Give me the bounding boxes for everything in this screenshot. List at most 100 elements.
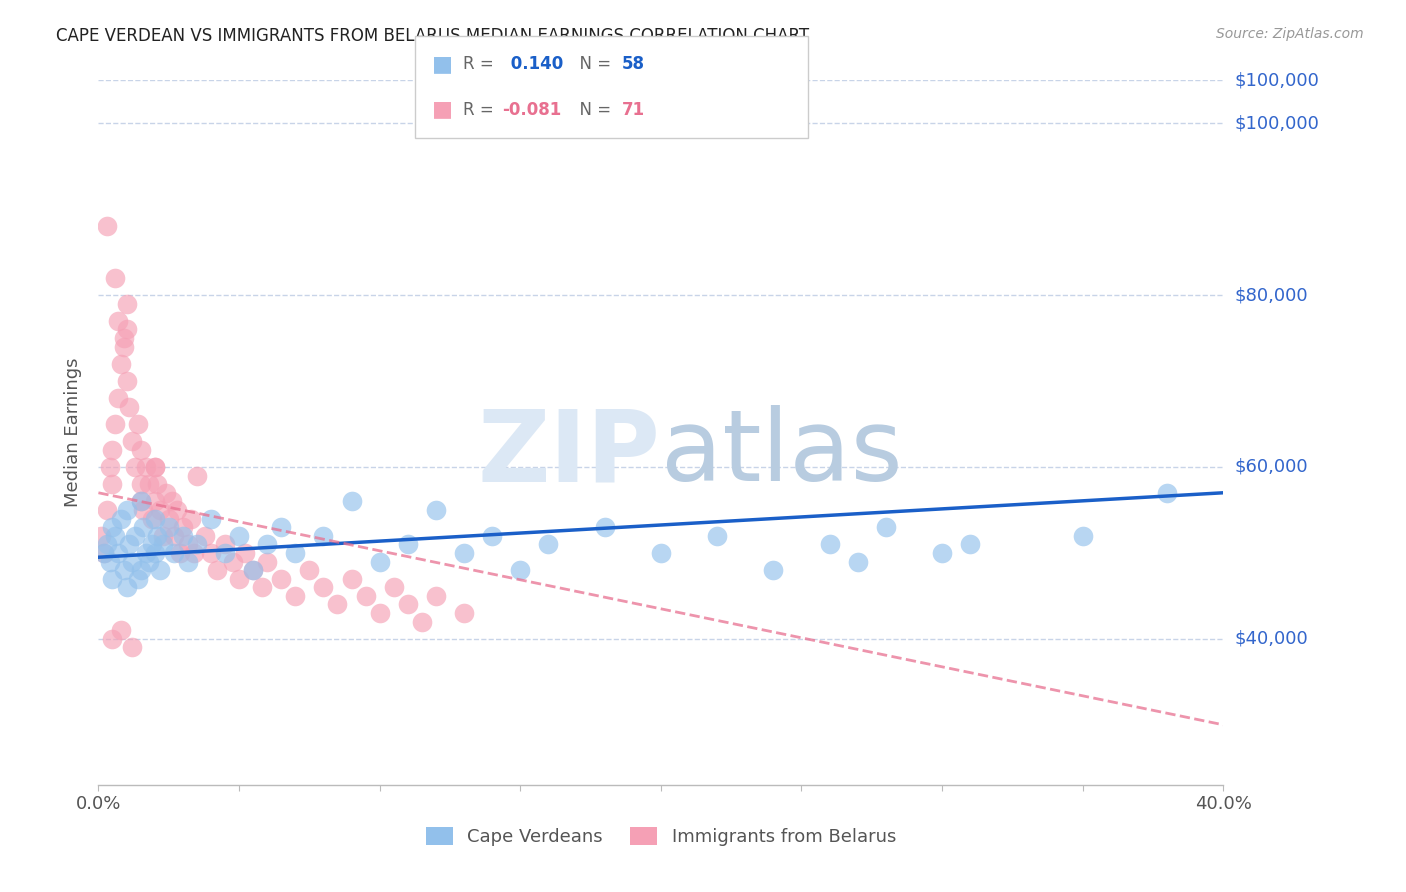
Y-axis label: Median Earnings: Median Earnings xyxy=(63,358,82,508)
Point xyxy=(132,520,155,534)
Point xyxy=(101,572,124,586)
Point xyxy=(396,598,419,612)
Point xyxy=(135,546,157,560)
Point xyxy=(200,511,222,525)
Point xyxy=(931,546,953,560)
Point xyxy=(368,606,391,620)
Point xyxy=(354,589,377,603)
Point xyxy=(256,537,278,551)
Point xyxy=(650,546,672,560)
Point xyxy=(326,598,349,612)
Point xyxy=(112,563,135,577)
Point xyxy=(115,503,138,517)
Text: atlas: atlas xyxy=(661,405,903,502)
Point xyxy=(160,494,183,508)
Point xyxy=(96,537,118,551)
Text: CAPE VERDEAN VS IMMIGRANTS FROM BELARUS MEDIAN EARNINGS CORRELATION CHART: CAPE VERDEAN VS IMMIGRANTS FROM BELARUS … xyxy=(56,27,810,45)
Point xyxy=(104,271,127,285)
Point xyxy=(143,460,166,475)
Point xyxy=(132,503,155,517)
Point xyxy=(284,546,307,560)
Point xyxy=(312,580,335,594)
Point xyxy=(149,563,172,577)
Point xyxy=(222,555,245,569)
Point xyxy=(129,442,152,457)
Point xyxy=(118,537,141,551)
Point xyxy=(101,442,124,457)
Text: 0.140: 0.140 xyxy=(505,55,562,73)
Point xyxy=(200,546,222,560)
Point xyxy=(157,511,180,525)
Point xyxy=(127,417,149,431)
Point xyxy=(340,494,363,508)
Point xyxy=(270,572,292,586)
Point xyxy=(214,546,236,560)
Point xyxy=(762,563,785,577)
Text: ZIP: ZIP xyxy=(478,405,661,502)
Point xyxy=(152,529,174,543)
Point xyxy=(157,520,180,534)
Point xyxy=(172,520,194,534)
Point xyxy=(101,520,124,534)
Point xyxy=(509,563,531,577)
Point xyxy=(1156,485,1178,500)
Point xyxy=(411,615,433,629)
Point xyxy=(875,520,897,534)
Text: $80,000: $80,000 xyxy=(1234,286,1308,304)
Point xyxy=(163,546,186,560)
Point xyxy=(481,529,503,543)
Text: R =: R = xyxy=(463,55,499,73)
Point xyxy=(242,563,264,577)
Point xyxy=(115,322,138,336)
Point xyxy=(118,400,141,414)
Point xyxy=(121,555,143,569)
Point xyxy=(138,555,160,569)
Point xyxy=(98,555,121,569)
Point xyxy=(129,494,152,508)
Point xyxy=(146,529,169,543)
Point xyxy=(250,580,273,594)
Point xyxy=(104,529,127,543)
Point xyxy=(141,511,163,525)
Point xyxy=(107,546,129,560)
Point xyxy=(163,529,186,543)
Point xyxy=(110,357,132,371)
Point xyxy=(194,529,217,543)
Point xyxy=(453,546,475,560)
Point xyxy=(256,555,278,569)
Point xyxy=(818,537,841,551)
Point xyxy=(284,589,307,603)
Text: $60,000: $60,000 xyxy=(1234,458,1308,476)
Point xyxy=(90,529,112,543)
Text: N =: N = xyxy=(569,55,617,73)
Point xyxy=(242,563,264,577)
Point xyxy=(340,572,363,586)
Point xyxy=(124,529,146,543)
Point xyxy=(228,529,250,543)
Point xyxy=(959,537,981,551)
Point xyxy=(143,494,166,508)
Point xyxy=(537,537,560,551)
Point xyxy=(593,520,616,534)
Point xyxy=(96,219,118,234)
Point xyxy=(425,589,447,603)
Text: $100,000: $100,000 xyxy=(1234,114,1319,132)
Text: N =: N = xyxy=(569,101,617,119)
Point xyxy=(143,546,166,560)
Point xyxy=(177,555,200,569)
Point xyxy=(425,503,447,517)
Point xyxy=(186,468,208,483)
Point xyxy=(121,640,143,655)
Point xyxy=(152,537,174,551)
Point xyxy=(183,546,205,560)
Point xyxy=(298,563,321,577)
Point xyxy=(155,485,177,500)
Text: 71: 71 xyxy=(621,101,644,119)
Point xyxy=(846,555,869,569)
Point xyxy=(228,572,250,586)
Point xyxy=(135,460,157,475)
Point xyxy=(112,331,135,345)
Point xyxy=(104,417,127,431)
Point xyxy=(98,460,121,475)
Point xyxy=(110,511,132,525)
